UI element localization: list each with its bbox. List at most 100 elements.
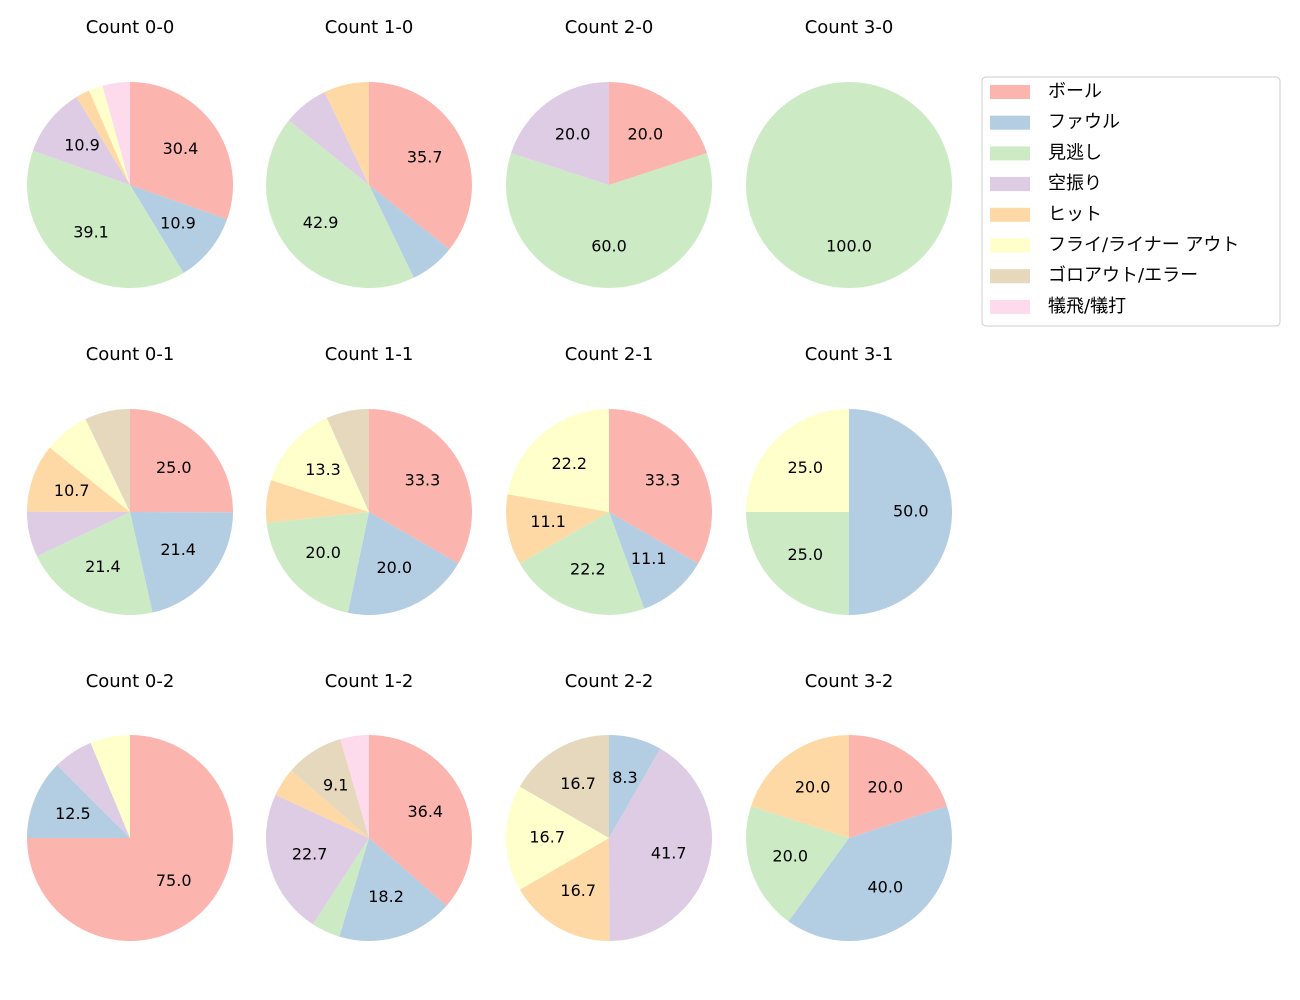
legend-box [981,76,1281,327]
legend-swatch [990,177,1030,192]
pie-slice [505,786,609,890]
value-label: 75.0 [156,871,192,890]
value-label: 10.7 [54,481,90,500]
value-label: 36.4 [407,802,443,821]
value-label: 50.0 [893,502,929,521]
value-label: 20.0 [376,558,412,577]
pie-slice [76,90,130,185]
pie-slice [751,735,849,838]
pie-slice [746,82,952,288]
legend-label: ヒット [1048,204,1102,225]
pie-slice [609,512,699,609]
pie-slice [519,838,610,941]
chart-title: Count 1-2 [325,671,414,692]
pie-slice [326,409,369,512]
chart-title: Count 2-2 [565,671,654,692]
pie-slice [266,120,414,288]
pie-slice [49,419,130,512]
legend-swatch [990,207,1030,222]
value-label: 41.7 [651,843,687,862]
chart-title: Count 1-1 [325,344,414,365]
value-label: 22.2 [551,454,587,473]
pie-slice [36,512,153,615]
value-label: 40.0 [868,877,904,896]
legend-swatch [990,146,1030,161]
pie-slice [339,838,447,941]
value-label: 11.1 [631,549,667,568]
chart-title: Count 2-0 [565,17,654,38]
pie-slice [746,409,849,512]
pie-slice [369,409,472,564]
pie-slice [511,82,609,185]
pie-slice [505,494,609,564]
pie-slice [746,512,849,615]
value-label: 10.9 [160,213,196,232]
pie-slice [507,409,609,512]
pie-slice [506,153,712,289]
value-label: 11.1 [530,512,566,531]
pie-slice [849,409,952,615]
pie-slice [26,150,184,288]
value-label: 20.0 [305,543,341,562]
pie-slice [266,480,369,523]
pie-slice [369,82,472,250]
pie-slice [130,409,233,513]
pie-slice [369,185,450,278]
pie-slice [89,85,130,185]
legend-label: 犠飛/犠打 [1048,296,1126,317]
value-label: 20.0 [795,778,831,797]
value-label: 25.0 [787,545,823,564]
pie-slice [102,82,130,185]
pie-slice [90,735,130,838]
legend-label: ゴロアウト/エラー [1048,265,1198,286]
chart-title: Count 2-1 [565,344,654,365]
pie-slice [27,765,130,838]
chart-title: Count 1-0 [325,17,414,38]
value-label: 100.0 [826,236,872,255]
legend-label: 空振り [1048,173,1102,194]
value-label: 33.3 [405,471,441,490]
chart-title: Count 3-0 [805,17,894,38]
value-label: 12.5 [55,804,91,823]
value-label: 8.3 [612,768,637,787]
pie-slice [369,735,472,906]
chart-title: Count 0-0 [86,17,175,38]
pie-slice [130,82,234,220]
pie-slice [788,806,952,941]
value-label: 35.7 [407,148,443,167]
legend-swatch [990,299,1030,314]
pie-slice [312,838,369,937]
value-label: 21.4 [85,557,121,576]
value-label: 20.0 [772,847,808,866]
pie-slice [271,417,369,512]
value-label: 33.3 [645,471,681,490]
pie-slice [340,735,369,838]
value-label: 9.1 [323,775,348,794]
chart-title: Count 0-1 [86,344,175,365]
pie-slice [27,511,130,557]
pie-slice [85,409,130,512]
pie-slice [849,735,947,838]
legend-label: フライ/ライナー アウト [1048,235,1239,256]
value-label: 25.0 [787,458,823,477]
pie-slice [266,512,369,613]
chart-title: Count 3-2 [805,671,894,692]
pie-slice [519,735,609,838]
pie-slice [57,742,131,838]
pie-slice [609,735,661,838]
legend-label: 見逃し [1048,142,1102,163]
value-label: 22.7 [292,845,328,864]
pie-slice [609,82,707,185]
chart-title: Count 0-2 [86,671,175,692]
legend-swatch [990,115,1030,130]
pie-slice [609,748,713,941]
value-label: 21.4 [160,540,196,559]
value-label: 16.7 [560,774,596,793]
chart-title: Count 3-1 [805,344,894,365]
value-label: 20.0 [628,125,664,144]
legend-label: ボール [1048,81,1102,102]
legend-swatch [990,85,1030,99]
pie-slice [275,770,369,838]
pie-slice [347,512,459,615]
